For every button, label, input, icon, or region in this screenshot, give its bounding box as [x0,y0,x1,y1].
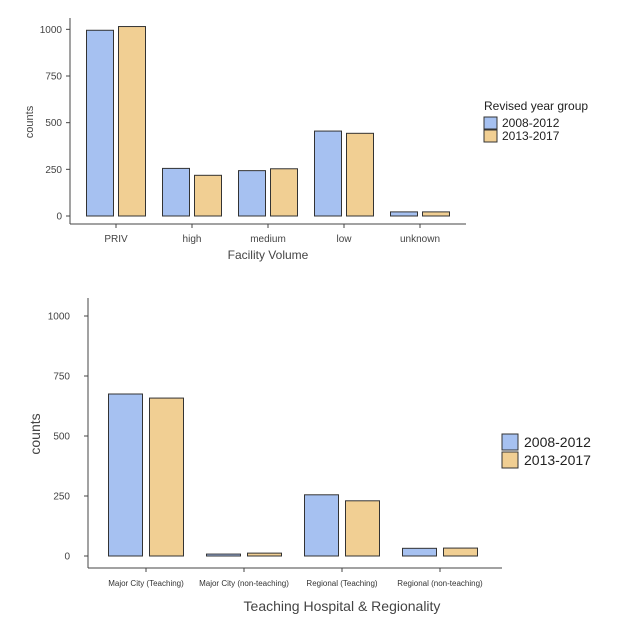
legend-swatch-2008-2012 [483,116,498,130]
bars-group [108,393,478,557]
bars-group [86,26,450,217]
y-tick-label-500: 500 [45,118,62,129]
bar-regional-non-teaching-2013-2017 [443,547,478,557]
y-tick-label-750: 750 [53,372,70,383]
bar-major-city-teaching-2013-2017 [149,397,184,557]
y-tick-label-500: 500 [53,432,70,443]
x-tick-label-regional-teaching: Regional (Teaching) [306,579,377,588]
legend-label-2013-2017: 2013-2017 [502,129,560,143]
bar-medium-2008-2012 [238,170,266,217]
legend: Revised year group 2008-2012 2013-2017 [483,99,588,143]
bar-high-2008-2012 [162,167,190,217]
legend-swatch-2013-2017 [501,451,519,469]
bar-regional-non-teaching-2008-2012 [402,547,437,557]
y-tick-label-0: 0 [64,552,70,563]
x-ticks: PRIV high medium low unknown [104,224,440,245]
bar-low-2013-2017 [346,132,374,217]
x-tick-label-regional-non-teaching: Regional (non-teaching) [397,579,483,588]
x-tick-label-unknown: unknown [400,234,440,245]
legend-label-2008-2012: 2008-2012 [524,434,591,450]
legend-swatch-2008-2012 [501,433,519,451]
x-tick-label-major-city-teaching: Major City (Teaching) [108,579,184,588]
legend-swatch-2013-2017 [483,129,498,143]
bar-priv-2008-2012 [86,29,114,217]
bar-unknown-2008-2012 [390,211,418,217]
y-ticks: 0 250 500 750 1000 [48,312,88,563]
legend: 2008-2012 2013-2017 [501,433,591,469]
bar-unknown-2013-2017 [422,211,450,217]
bar-high-2013-2017 [194,174,222,217]
x-tick-label-low: low [336,234,352,245]
x-axis-title: Teaching Hospital & Regionality [244,598,441,614]
y-tick-label-0: 0 [56,212,62,223]
y-tick-label-250: 250 [45,165,62,176]
bar-priv-2013-2017 [118,26,146,217]
bar-major-city-teaching-2008-2012 [108,393,143,557]
bar-major-city-non-teaching-2013-2017 [247,552,282,557]
x-tick-label-medium: medium [250,234,286,245]
bar-low-2008-2012 [314,130,342,217]
legend-title: Revised year group [484,99,588,113]
bar-major-city-non-teaching-2008-2012 [206,553,241,557]
x-tick-label-major-city-non-teaching: Major City (non-teaching) [199,579,289,588]
x-tick-label-priv: PRIV [104,234,128,245]
bar-regional-teaching-2013-2017 [345,500,380,557]
legend-label-2008-2012: 2008-2012 [502,116,560,130]
y-tick-label-250: 250 [53,492,70,503]
y-tick-label-1000: 1000 [40,25,63,36]
x-ticks: Major City (Teaching) Major City (non-tea… [108,568,483,588]
x-axis-title: Facility Volume [228,248,309,262]
x-tick-label-high: high [183,234,202,245]
bar-regional-teaching-2008-2012 [304,494,339,557]
y-tick-label-750: 750 [45,72,62,83]
bar-medium-2013-2017 [270,168,298,217]
y-tick-label-1000: 1000 [48,312,71,323]
y-axis-title: counts [24,105,36,138]
y-axis-title: counts [27,413,43,454]
legend-label-2013-2017: 2013-2017 [524,452,591,468]
y-ticks: 0 250 500 750 1000 [40,25,70,223]
